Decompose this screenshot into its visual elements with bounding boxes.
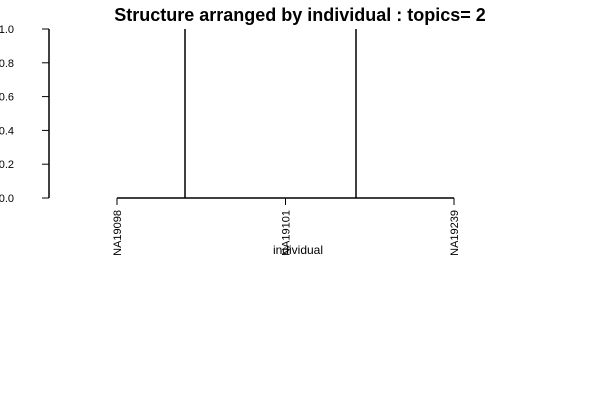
plot-area [117, 29, 454, 199]
x-tick-label: NA19101 [281, 210, 293, 256]
y-tick-label: 0.8 [0, 58, 14, 70]
y-tick-label: 0.6 [0, 92, 14, 104]
y-tick-label: 0.2 [0, 159, 14, 171]
y-tick-label: 1.0 [0, 24, 14, 36]
x-tick-label: NA19098 [112, 210, 124, 256]
y-tick-label: 0.0 [0, 193, 14, 205]
y-tick-label: 0.4 [0, 125, 14, 137]
chart-title: Structure arranged by individual : topic… [114, 5, 486, 25]
x-axis-label: individual [273, 243, 323, 257]
x-axis: NA19098 NA19101 NA19239 [112, 198, 461, 256]
y-axis: 0.0 0.2 0.4 0.6 0.8 1.0 [0, 24, 50, 205]
x-tick-label: NA19239 [449, 210, 461, 256]
